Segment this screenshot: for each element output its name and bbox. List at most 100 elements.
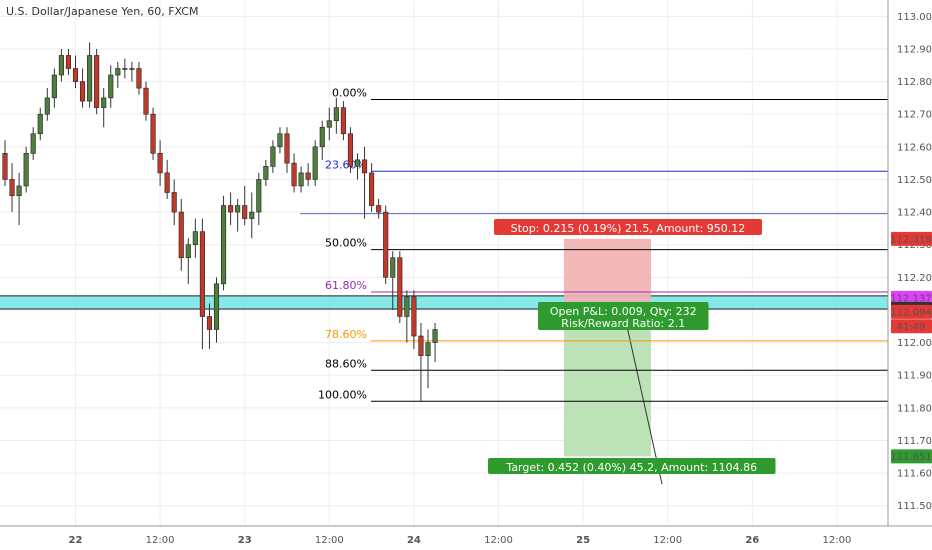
candle (58, 48, 64, 82)
candle-body (9, 179, 15, 197)
candle-body (51, 74, 57, 99)
candle-body (101, 97, 107, 108)
candle (249, 192, 255, 239)
fib-level-label: 23.60% (325, 158, 367, 171)
candle-body (108, 74, 114, 99)
candle (228, 192, 234, 226)
candle-body (397, 257, 403, 317)
chart-title: U.S. Dollar/Japanese Yen, 60, FXCM (6, 5, 198, 18)
candle (108, 65, 114, 108)
candle (23, 146, 29, 193)
candle (2, 140, 8, 186)
fib-level-label: 78.60% (325, 328, 367, 341)
candle-body (333, 107, 339, 122)
candle (326, 107, 332, 141)
candle (30, 127, 36, 160)
y-tick-label: 112.900 (897, 44, 932, 55)
price-tag: 41:49 (891, 319, 932, 334)
candle (80, 68, 86, 108)
candle (256, 172, 262, 226)
candle-body (2, 153, 8, 180)
candle (199, 218, 205, 350)
projection-line (625, 321, 663, 485)
price-tag-bg (891, 319, 932, 334)
candle (361, 146, 368, 219)
fib-level-label: 61.80% (325, 279, 367, 292)
candle (171, 179, 177, 226)
candle (263, 159, 269, 186)
candle-body (213, 283, 220, 330)
stop-zone[interactable] (564, 238, 651, 312)
candle (418, 322, 424, 402)
candle (312, 140, 318, 186)
candle-body (16, 185, 22, 197)
candle (37, 107, 43, 141)
candle-body (256, 179, 262, 213)
position-labels: Stop: 0.215 (0.19%) 21.5, Amount: 950.12… (488, 219, 776, 474)
candle (115, 61, 121, 89)
y-tick-label: 112.700 (897, 110, 932, 121)
candle-body (143, 87, 149, 115)
support-zone (0, 295, 888, 310)
candle (319, 120, 325, 160)
short-position-tool[interactable] (564, 238, 663, 485)
candle (221, 195, 227, 291)
candle-body (312, 146, 318, 180)
candle-body (192, 231, 198, 245)
x-tick-label: 26 (745, 535, 759, 546)
price-tag-text: 112.137 (890, 293, 931, 304)
candle-body (171, 192, 177, 213)
candle (72, 55, 79, 89)
x-tick-label: 25 (576, 535, 590, 546)
x-tick-label: 24 (407, 535, 421, 546)
candle-body (277, 133, 283, 148)
candle (164, 159, 170, 200)
candle-body (37, 113, 43, 135)
candle (51, 68, 57, 108)
candle (340, 101, 346, 141)
y-tick-label: 112.000 (897, 338, 932, 349)
candle (432, 322, 438, 363)
candle (235, 199, 241, 232)
candle-body (284, 133, 290, 164)
candle-body (65, 55, 71, 69)
target-zone[interactable] (564, 311, 651, 457)
y-tick-label: 112.400 (897, 208, 932, 219)
price-tag-text: 41:49 (897, 322, 926, 333)
pnl-label-bg (538, 302, 709, 330)
candle-body (30, 133, 36, 154)
x-tick-label: 12:00 (146, 535, 175, 546)
candle (369, 163, 375, 213)
y-tick-label: 111.500 (897, 501, 932, 512)
candle (213, 277, 220, 343)
candle (383, 205, 389, 284)
candle-body (157, 153, 163, 174)
candle-body (122, 68, 128, 70)
candle (298, 166, 304, 193)
candle-body (23, 153, 29, 187)
price-tag-text: 112.094 (890, 307, 931, 318)
target-label-bg (488, 458, 776, 474)
price-tag-bg (891, 304, 932, 319)
candle-body (235, 205, 241, 213)
candle (284, 127, 290, 173)
stop-label-text: Stop: 0.215 (0.19%) 21.5, Amount: 950.12 (511, 222, 746, 235)
candle (87, 42, 93, 108)
fibonacci-retracement[interactable]: 0.00% 23.60% 50.00% 61.80% 78.60% 88.60% 100.0… (300, 87, 888, 402)
x-tick-label: 12:00 (822, 535, 851, 546)
pnl-label-text: Open P&L: 0.009, Qty: 232 (550, 305, 697, 318)
grid (0, 0, 888, 526)
candle-body (150, 113, 156, 154)
candle-body (164, 172, 170, 193)
price-tag: 112.137 (890, 290, 932, 305)
price-tag-text: 112.318 (890, 234, 931, 245)
candle (185, 238, 191, 284)
price-tag: 111.651 (890, 449, 932, 464)
candle (347, 127, 354, 173)
candle-body (249, 211, 255, 219)
candle (150, 107, 156, 160)
price-tag-bg (891, 231, 932, 246)
candle (206, 303, 212, 350)
